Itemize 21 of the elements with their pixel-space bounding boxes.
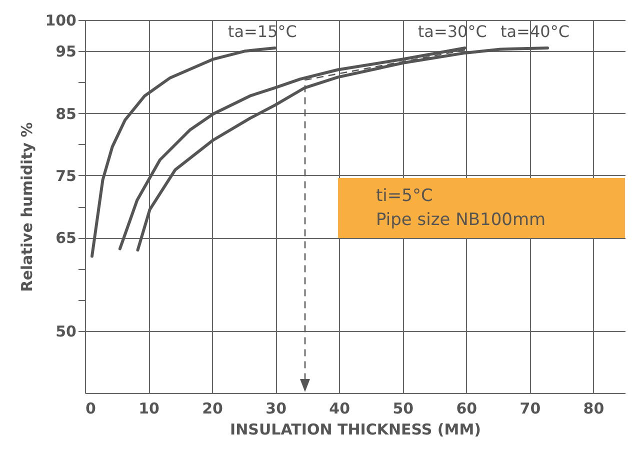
x-tick-label: 40 [329,400,350,418]
y-tick-label: 65 [56,229,76,248]
y-tick-label: 95 [56,42,76,61]
x-tick-label: 10 [138,400,160,418]
x-tick-label: 50 [392,400,414,418]
x-tick-label: 0 [86,400,96,418]
y-tick-label: 50 [56,322,76,340]
x-tick-label: 30 [266,400,287,418]
y-axis-title: Relative humidity % [18,122,36,292]
x-axis-title: INSULATION THICKNESS (MM) [230,420,481,438]
annotation: ti=5°C [376,185,434,208]
note-box: ti=5°C Pipe size NB100mm [338,178,625,238]
x-tick-label: 70 [520,400,541,418]
annotation: Pipe size NB100mm [376,209,547,232]
x-tick-label: 20 [202,400,223,418]
x-tick-label: 80 [583,400,604,418]
y-tick-label: 100 [45,12,76,30]
y-tick-label: 75 [56,166,76,185]
x-tick-label: 60 [456,400,478,418]
y-tick-label: 85 [56,104,76,123]
line-series [90,46,276,258]
